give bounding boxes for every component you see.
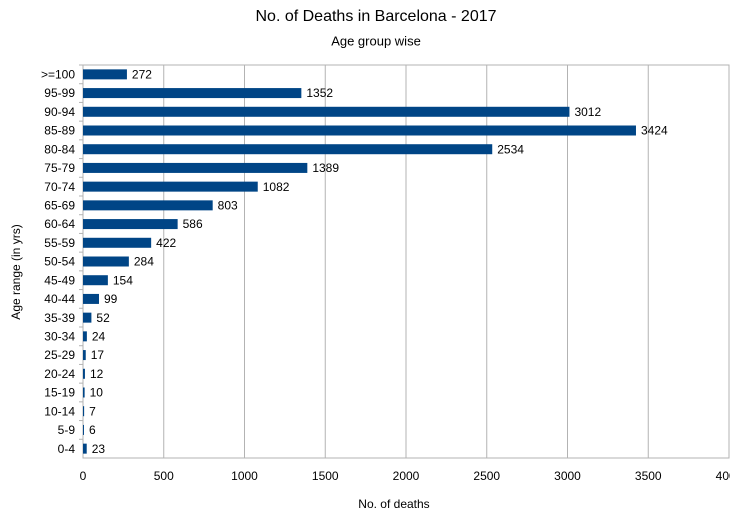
bar <box>83 69 127 80</box>
value-label: 6 <box>89 423 96 437</box>
x-tick-label: 2500 <box>473 469 500 483</box>
y-axis-title: Age range (in yrs) <box>9 224 23 319</box>
y-tick-label: 50-54 <box>44 255 75 269</box>
bar <box>83 88 302 99</box>
chart-title: No. of Deaths in Barcelona - 2017 <box>255 8 496 25</box>
bar <box>83 293 99 304</box>
bar <box>83 162 308 173</box>
bar <box>83 350 86 361</box>
y-tick-label: 90-94 <box>44 105 75 119</box>
y-tick-label: 95-99 <box>44 86 75 100</box>
value-label: 284 <box>134 255 154 269</box>
y-tick-label: 60-64 <box>44 217 75 231</box>
value-label: 272 <box>132 68 152 82</box>
y-tick-label: 30-34 <box>44 330 75 344</box>
y-tick-label: 25-29 <box>44 348 75 362</box>
y-tick-label: 15-19 <box>44 386 75 400</box>
x-tick-label: 1000 <box>231 469 258 483</box>
chart-subtitle: Age group wise <box>331 33 421 48</box>
value-label: 1352 <box>306 86 333 100</box>
value-label: 3424 <box>641 124 668 138</box>
bar <box>83 219 178 230</box>
bar <box>83 256 129 267</box>
value-label: 3012 <box>574 105 601 119</box>
value-label: 17 <box>91 348 105 362</box>
value-label: 7 <box>89 404 96 418</box>
value-label: 1082 <box>263 180 290 194</box>
y-tick-label: 70-74 <box>44 180 75 194</box>
value-label: 154 <box>113 273 133 287</box>
y-tick-label: 55-59 <box>44 236 75 250</box>
bar <box>83 181 258 192</box>
bar <box>83 125 636 136</box>
value-label: 24 <box>92 330 106 344</box>
y-tick-label: 80-84 <box>44 142 75 156</box>
bar <box>83 200 213 211</box>
bar <box>83 443 87 454</box>
x-tick-label: 0 <box>80 469 87 483</box>
x-tick-label: 500 <box>154 469 174 483</box>
value-label: 2534 <box>497 142 524 156</box>
bar <box>83 106 570 117</box>
bar <box>83 387 85 398</box>
y-tick-label: 45-49 <box>44 273 75 287</box>
y-tick-label: 0-4 <box>58 442 76 456</box>
value-label: 52 <box>96 311 110 325</box>
x-tick-label: 1500 <box>312 469 339 483</box>
x-axis-title: No. of deaths <box>358 497 429 511</box>
y-tick-label: 85-89 <box>44 124 75 138</box>
value-label: 803 <box>218 199 238 213</box>
y-tick-label: 65-69 <box>44 199 75 213</box>
y-tick-label: 20-24 <box>44 367 75 381</box>
value-label: 99 <box>104 292 118 306</box>
bar <box>83 144 493 155</box>
value-label: 23 <box>92 442 106 456</box>
y-tick-label: 40-44 <box>44 292 75 306</box>
value-label: 1389 <box>312 161 339 175</box>
bar <box>83 424 84 435</box>
x-tick-label: 3500 <box>635 469 662 483</box>
value-label: 12 <box>90 367 104 381</box>
x-tick-label: 3000 <box>554 469 581 483</box>
y-tick-label: 5-9 <box>58 423 76 437</box>
bar <box>83 331 87 342</box>
y-tick-label: 35-39 <box>44 311 75 325</box>
x-tick-label: 2000 <box>393 469 420 483</box>
bar <box>83 275 108 286</box>
bar <box>83 312 92 323</box>
y-tick-label: >=100 <box>41 68 75 82</box>
bar <box>83 237 152 248</box>
y-tick-label: 10-14 <box>44 404 75 418</box>
y-tick-label: 75-79 <box>44 161 75 175</box>
value-label: 422 <box>156 236 176 250</box>
x-tick-label: 4000 <box>716 469 730 483</box>
bar <box>83 368 85 379</box>
value-label: 586 <box>183 217 203 231</box>
bar <box>83 406 85 417</box>
value-label: 10 <box>90 386 104 400</box>
